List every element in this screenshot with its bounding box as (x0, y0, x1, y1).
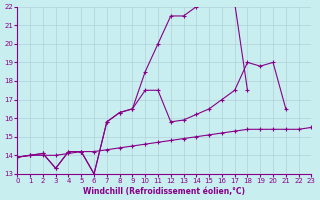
X-axis label: Windchill (Refroidissement éolien,°C): Windchill (Refroidissement éolien,°C) (84, 187, 245, 196)
